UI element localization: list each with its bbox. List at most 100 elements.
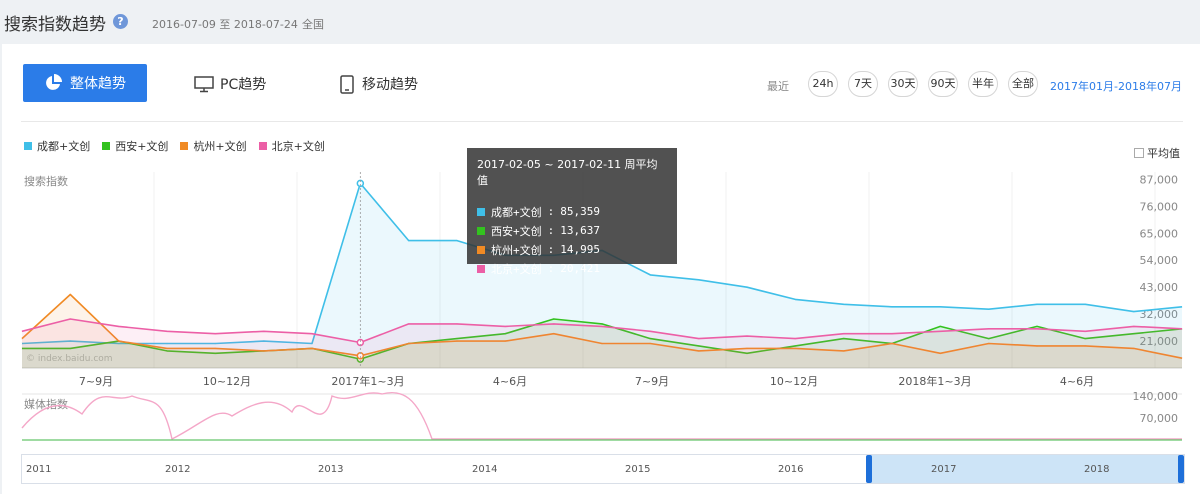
tooltip-row-beijing: 北京+文创: 20,421: [477, 259, 667, 278]
trend-panel: 整体趋势 PC趋势 移动趋势 最近 24h 7天 30天 90天 半年 全部 2…: [2, 44, 1200, 494]
y-tick-label: 21,000: [1140, 335, 1179, 348]
tooltip-series-name: 成都+文创: [491, 205, 542, 219]
y-tick-label: 65,000: [1140, 227, 1179, 240]
average-label: 平均值: [1147, 147, 1180, 160]
divider: [21, 121, 1183, 122]
region-text: 全国: [302, 18, 324, 31]
search-index-label: 搜索指数: [24, 175, 68, 188]
x-tick-label: 2018年1~3月: [898, 374, 971, 388]
tab-pc-trend[interactable]: PC趋势: [194, 74, 266, 94]
tooltip-series-value: 14,995: [560, 243, 600, 256]
timeline-year: 2018: [1084, 464, 1110, 475]
average-toggle[interactable]: 平均值: [1134, 145, 1180, 161]
custom-period-link[interactable]: 2017年01月-2018年07月: [1050, 80, 1182, 93]
timeline-slider[interactable]: 2011 2012 2013 2014 2015 2016 2017 2018: [21, 454, 1185, 484]
page-title: 搜索指数趋势: [4, 15, 106, 35]
tab-pc-label: PC趋势: [220, 77, 267, 93]
watermark: © index.baidu.com: [26, 354, 113, 364]
legend-label-hangzhou: 杭州+文创: [193, 140, 247, 153]
timeline-year: 2012: [165, 464, 191, 475]
legend-swatch-xian: [102, 142, 111, 150]
tooltip-title: 2017-02-05 ~ 2017-02-11 周平均值: [477, 158, 658, 187]
pie-chart-icon: [46, 74, 62, 90]
x-tick-label: 4~6月: [493, 375, 527, 388]
tooltip-row-chengdu: 成都+文创: 85,359: [477, 202, 667, 221]
phone-icon: [340, 74, 354, 94]
date-range-text: 2016-07-09 至 2018-07-24: [152, 18, 298, 31]
tooltip-swatch-chengdu: [477, 207, 485, 216]
tooltip-row-hangzhou: 杭州+文创: 14,995: [477, 240, 667, 259]
tooltip-colon: :: [547, 205, 555, 218]
x-tick-label: 2017年1~3月: [331, 374, 404, 388]
series-area: [22, 294, 1182, 368]
tooltip-series-value: 85,359: [560, 205, 600, 218]
tooltip-colon: :: [547, 243, 555, 256]
average-checkbox[interactable]: [1134, 148, 1144, 158]
x-tick-label: 7~9月: [79, 375, 113, 388]
tooltip-swatch-hangzhou: [477, 245, 485, 254]
media-y-tick-label: 140,000: [1133, 390, 1179, 403]
tooltip-series-value: 20,421: [560, 262, 600, 275]
chart-legend: 成都+文创 西安+文创 杭州+文创 北京+文创: [24, 138, 325, 154]
tab-overall-label: 整体趋势: [70, 76, 126, 92]
y-tick-label: 76,000: [1140, 200, 1179, 213]
timeline-year: 2014: [472, 464, 498, 475]
timeline-year: 2017: [931, 464, 957, 475]
tooltip-series-name: 北京+文创: [491, 262, 542, 276]
tooltip-series-name: 西安+文创: [491, 224, 542, 238]
tooltip-swatch-xian: [477, 226, 485, 235]
series-area: [22, 183, 1182, 368]
y-tick-label: 43,000: [1140, 281, 1179, 294]
y-tick-label: 87,000: [1140, 173, 1179, 186]
timeline-selection[interactable]: [870, 455, 1182, 483]
help-icon[interactable]: ?: [113, 14, 128, 29]
timeline-year: 2011: [26, 464, 52, 475]
legend-item-hangzhou[interactable]: 杭州+文创: [180, 138, 247, 154]
legend-label-beijing: 北京+文创: [271, 140, 325, 153]
tab-overall-trend[interactable]: 整体趋势: [23, 64, 147, 102]
range-7d-button[interactable]: 7天: [848, 71, 878, 97]
series-area: [22, 319, 1182, 368]
timeline-year: 2015: [625, 464, 651, 475]
legend-swatch-hangzhou: [180, 142, 189, 150]
legend-item-xian[interactable]: 西安+文创: [102, 138, 168, 154]
timeline-year: 2016: [778, 464, 804, 475]
x-tick-label: 10~12月: [770, 375, 818, 388]
timeline-right-handle[interactable]: [1178, 455, 1184, 483]
legend-item-beijing[interactable]: 北京+文创: [258, 138, 325, 154]
legend-label-xian: 西安+文创: [115, 140, 169, 153]
x-tick-label: 7~9月: [635, 375, 669, 388]
media-index-label: 媒体指数: [24, 398, 68, 411]
media-series-line: [21, 391, 1182, 441]
series-line: [21, 318, 1183, 344]
range-all-button[interactable]: 全部: [1008, 71, 1038, 97]
tab-mobile-trend[interactable]: 移动趋势: [340, 74, 418, 94]
tooltip-series-value: 13,637: [560, 224, 600, 237]
chart-tooltip: 2017-02-05 ~ 2017-02-11 周平均值 成都+文创: 85,3…: [467, 148, 677, 276]
top-bar: 搜索指数趋势 ? 2016-07-09 至 2018-07-24 全国: [0, 0, 1200, 44]
tooltip-row-xian: 西安+文创: 13,637: [477, 221, 667, 240]
monitor-icon: [194, 75, 214, 92]
legend-swatch-chengdu: [24, 142, 32, 150]
timeline-year: 2013: [318, 464, 344, 475]
tooltip-swatch-beijing: [477, 264, 485, 273]
tooltip-colon: :: [547, 224, 555, 237]
y-tick-label: 54,000: [1140, 254, 1179, 267]
range-half-year-button[interactable]: 半年: [968, 71, 998, 97]
tab-mobile-label: 移动趋势: [362, 77, 418, 93]
media-y-tick-label: 70,000: [1140, 412, 1179, 425]
x-tick-label: 10~12月: [203, 375, 251, 388]
range-90d-button[interactable]: 90天: [928, 71, 958, 97]
legend-label-chengdu: 成都+文创: [37, 140, 91, 153]
tooltip-series-name: 杭州+文创: [491, 243, 542, 257]
legend-item-chengdu[interactable]: 成都+文创: [24, 138, 90, 154]
tooltip-colon: :: [547, 262, 555, 275]
timeline-left-handle[interactable]: [866, 455, 872, 483]
range-30d-button[interactable]: 30天: [888, 71, 918, 97]
y-tick-label: 32,000: [1140, 308, 1179, 321]
x-tick-label: 4~6月: [1060, 375, 1094, 388]
trend-chart[interactable]: 87,000 76,000 65,000 54,000 43,000 32,000 21,0…: [2, 44, 1200, 494]
range-24h-button[interactable]: 24h: [808, 71, 838, 97]
range-label: 最近: [767, 80, 789, 93]
